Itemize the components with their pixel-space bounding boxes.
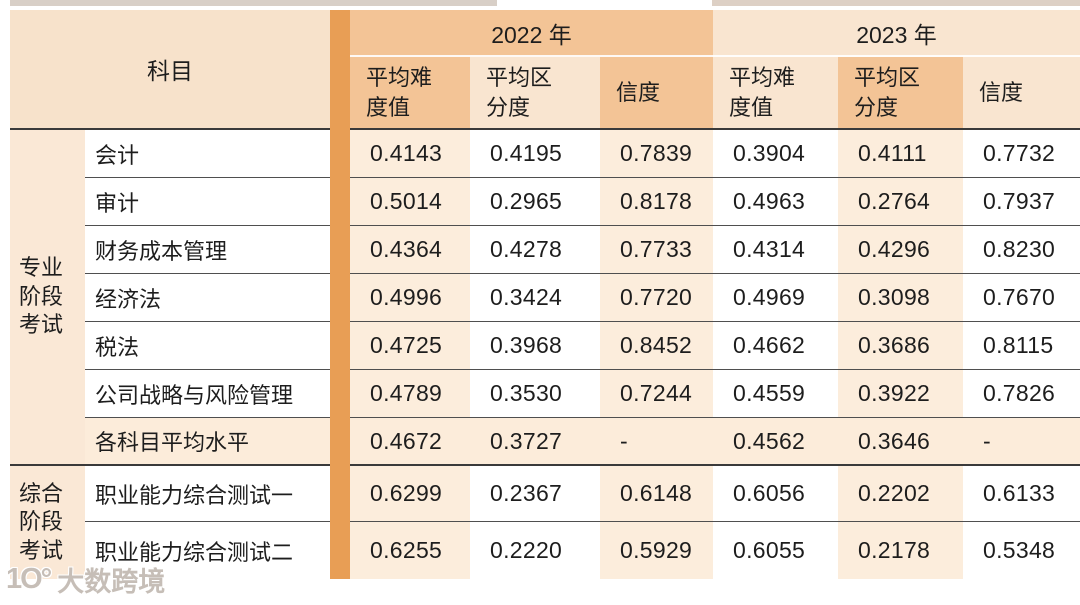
value-cell: 0.4111 — [838, 130, 963, 178]
value-cell: 0.4562 — [713, 418, 838, 466]
value-cell: 0.4559 — [713, 370, 838, 418]
value-cell: 0.6299 — [350, 466, 470, 522]
value-cell: 0.3686 — [838, 322, 963, 370]
value-cell: 0.7839 — [600, 130, 713, 178]
value-cell: 0.5014 — [350, 178, 470, 226]
value-cell: 0.6148 — [600, 466, 713, 522]
value-cell: 0.6056 — [713, 466, 838, 522]
top-edge-strip-left — [10, 0, 497, 6]
subject-cell: 职业能力综合测试二 — [85, 522, 330, 579]
column-header-2022-2: 信度 — [600, 57, 713, 130]
column-header-2023-2: 信度 — [963, 57, 1080, 130]
value-cell: 0.4314 — [713, 226, 838, 274]
value-cell: 0.7670 — [963, 274, 1080, 322]
year-2022-header: 2022 年 — [350, 10, 713, 57]
subject-cell: 会计 — [85, 130, 330, 178]
column-header-2022-1: 平均区 分度 — [470, 57, 600, 130]
value-cell: 0.8115 — [963, 322, 1080, 370]
value-cell: 0.7720 — [600, 274, 713, 322]
value-cell: 0.3904 — [713, 130, 838, 178]
value-cell: - — [963, 418, 1080, 466]
subject-cell: 审计 — [85, 178, 330, 226]
value-cell: 0.3098 — [838, 274, 963, 322]
value-cell: 0.3922 — [838, 370, 963, 418]
value-cell: 0.5929 — [600, 522, 713, 579]
value-cell: 0.4195 — [470, 130, 600, 178]
value-cell: 0.4725 — [350, 322, 470, 370]
column-header-2023-1: 平均区 分度 — [838, 57, 963, 130]
watermark-logo-icon: 1Ο° — [6, 563, 52, 595]
value-cell: 0.3646 — [838, 418, 963, 466]
subject-cell: 公司战略与风险管理 — [85, 370, 330, 418]
vertical-accent-bar — [330, 10, 350, 579]
value-cell: 0.8452 — [600, 322, 713, 370]
value-cell: 0.3424 — [470, 274, 600, 322]
value-cell: 0.6055 — [713, 522, 838, 579]
value-cell: 0.2367 — [470, 466, 600, 522]
subject-cell: 税法 — [85, 322, 330, 370]
exam-stage-label: 综合 阶段 考试 — [10, 466, 85, 579]
subject-cell: 财务成本管理 — [85, 226, 330, 274]
value-cell: 0.8230 — [963, 226, 1080, 274]
value-cell: 0.2202 — [838, 466, 963, 522]
value-cell: 0.2764 — [838, 178, 963, 226]
value-cell: 0.5348 — [963, 522, 1080, 579]
subject-cell: 经济法 — [85, 274, 330, 322]
value-cell: 0.4969 — [713, 274, 838, 322]
value-cell: 0.4996 — [350, 274, 470, 322]
value-cell: 0.4278 — [470, 226, 600, 274]
column-header-2023-0: 平均难 度值 — [713, 57, 838, 130]
watermark: 1Ο° 大数跨境 — [6, 560, 165, 599]
value-cell: 0.3968 — [470, 322, 600, 370]
value-cell: 0.7244 — [600, 370, 713, 418]
value-cell: 0.2965 — [470, 178, 600, 226]
value-cell: 0.4672 — [350, 418, 470, 466]
year-2023-header: 2023 年 — [713, 10, 1080, 57]
value-cell: 0.4963 — [713, 178, 838, 226]
exam-stage-label: 专业 阶段 考试 — [10, 130, 85, 466]
value-cell: 0.4296 — [838, 226, 963, 274]
value-cell: 0.7937 — [963, 178, 1080, 226]
watermark-text: 大数跨境 — [57, 567, 166, 597]
value-cell: 0.4789 — [350, 370, 470, 418]
exam-statistics-table: 科目 2022 年 2023 年 平均难 度值 平均区 分度 信度 平均难 度值 平均区 分度信… — [10, 10, 1080, 579]
top-edge-strip-right — [712, 0, 1080, 6]
value-cell: 0.3727 — [470, 418, 600, 466]
subject-column-header: 科目 — [10, 10, 330, 130]
value-cell: 0.6133 — [963, 466, 1080, 522]
value-cell: 0.2220 — [470, 522, 600, 579]
value-cell: 0.4364 — [350, 226, 470, 274]
value-cell: 0.2178 — [838, 522, 963, 579]
value-cell: 0.4662 — [713, 322, 838, 370]
value-cell: 0.7826 — [963, 370, 1080, 418]
value-cell: 0.8178 — [600, 178, 713, 226]
subject-cell: 各科目平均水平 — [85, 418, 330, 466]
value-cell: - — [600, 418, 713, 466]
value-cell: 0.6255 — [350, 522, 470, 579]
subject-cell: 职业能力综合测试一 — [85, 466, 330, 522]
column-header-2022-0: 平均难 度值 — [350, 57, 470, 130]
value-cell: 0.7732 — [963, 130, 1080, 178]
value-cell: 0.4143 — [350, 130, 470, 178]
value-cell: 0.3530 — [470, 370, 600, 418]
value-cell: 0.7733 — [600, 226, 713, 274]
